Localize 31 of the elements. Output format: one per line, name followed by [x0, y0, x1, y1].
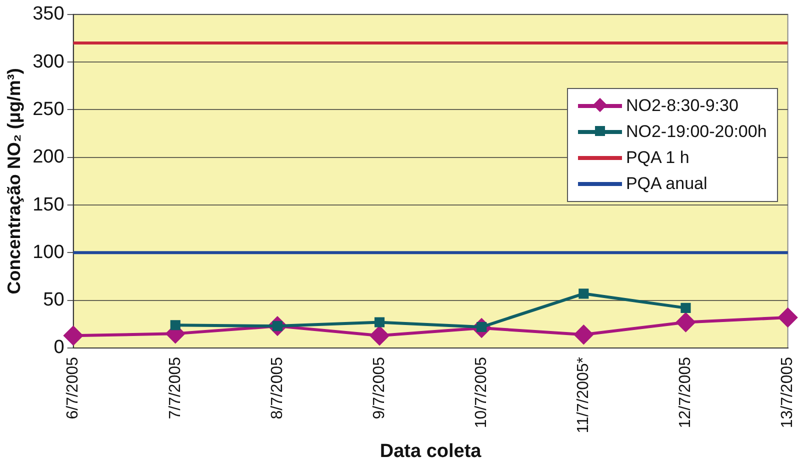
x-tick-label: 8/7/2005 — [268, 356, 286, 420]
point — [676, 312, 696, 332]
point — [64, 326, 83, 346]
point — [170, 320, 180, 330]
x-tick-label: 6/7/2005 — [64, 356, 82, 420]
point — [578, 288, 589, 299]
x-tick-label: 9/7/2005 — [370, 356, 388, 420]
point — [778, 308, 798, 327]
y-tick-label: 100 — [32, 242, 64, 263]
point — [374, 317, 385, 328]
y-tick-label: 300 — [32, 51, 64, 72]
y-tick-label: 0 — [54, 337, 64, 358]
x-tick-label: 11/7/2005* — [575, 356, 592, 434]
y-tick-label: 200 — [32, 146, 64, 168]
legend-label: PQA 1 h — [626, 148, 690, 168]
x-axis-title: Data coleta — [380, 440, 482, 462]
x-tick-label: 10/7/2005 — [472, 356, 490, 428]
y-tick-label: 250 — [32, 98, 64, 120]
legend-label: NO2-8:30-9:30 — [626, 96, 738, 116]
y-axis-title: Concentração NO₂ (μg/m³) — [4, 68, 24, 294]
x-tick-label: 7/7/2005 — [166, 356, 184, 420]
legend-label: NO2-19:00-20:00h — [626, 122, 767, 142]
y-tick-label: 350 — [32, 4, 64, 25]
legend-label: PQA anual — [626, 174, 708, 194]
x-tick-label: 12/7/2005 — [677, 356, 694, 428]
x-tick-label: 13/7/2005 — [779, 356, 796, 428]
y-tick-label: 50 — [43, 290, 64, 311]
y-tick-label: 150 — [32, 194, 64, 216]
point — [680, 302, 691, 313]
point — [574, 325, 594, 344]
point — [370, 326, 390, 346]
